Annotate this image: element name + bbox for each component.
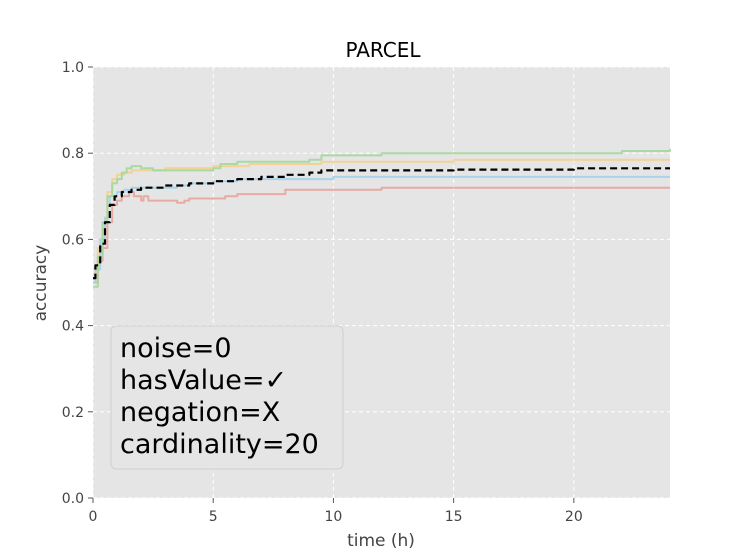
x-tick-label: 5 — [209, 509, 218, 525]
x-tick-label: 10 — [325, 509, 343, 525]
series-line-1 — [93, 186, 670, 284]
annotation-background — [110, 325, 344, 470]
y-tick-label: 0.2 — [62, 405, 84, 421]
chart-title: PARCEL — [345, 38, 421, 62]
y-tick-label: 0.0 — [62, 491, 84, 507]
mean-series-line — [93, 167, 670, 280]
series-line-4 — [93, 148, 671, 288]
annotation-negation: negation=X — [120, 397, 280, 428]
x-axis-label: time (h) — [347, 531, 415, 551]
y-axis-label: accuracy — [31, 245, 51, 322]
annotation-box: noise=0 hasValue=✓ negation=X cardinalit… — [110, 325, 344, 470]
x-tick-label: 15 — [445, 509, 463, 525]
annotation-noise: noise=0 — [120, 333, 232, 364]
y-tick-label: 0.4 — [62, 319, 84, 335]
series-layer — [93, 148, 671, 288]
axis-ticks: 0 5 10 15 20 0.0 0.2 0.4 0.6 0.8 1.0 — [62, 60, 583, 525]
y-tick-label: 1.0 — [62, 60, 84, 76]
y-tick-label: 0.8 — [62, 146, 84, 162]
x-tick-label: 20 — [565, 509, 583, 525]
annotation-hasvalue: hasValue=✓ — [120, 365, 287, 396]
annotation-cardinality: cardinality=20 — [120, 429, 319, 460]
x-tick-label: 0 — [89, 509, 98, 525]
y-tick-label: 0.6 — [62, 232, 84, 248]
